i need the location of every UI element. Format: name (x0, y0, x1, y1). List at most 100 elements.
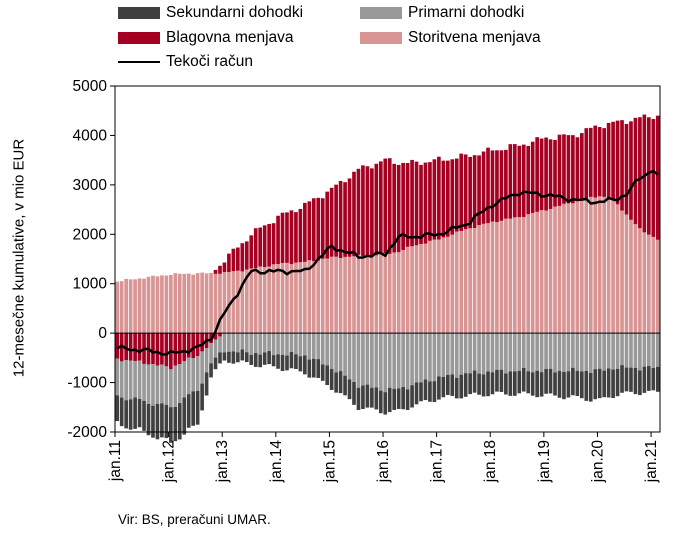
x-tick-label: jan.20 (589, 440, 606, 484)
bar-sekundarni (294, 354, 298, 369)
bar-sekundarni (352, 381, 356, 405)
bar-blagovna (285, 212, 289, 263)
bar-sekundarni (651, 367, 656, 391)
bar-blagovna (597, 127, 602, 197)
bar-blagovna-neg (182, 333, 187, 362)
bar-primarni (490, 333, 495, 373)
bar-blagovna (325, 191, 330, 259)
x-tick-label: jan.16 (375, 440, 392, 483)
bar-storitvena (423, 243, 428, 334)
bar-storitvena (472, 227, 477, 334)
bar-blagovna (392, 163, 397, 253)
bar-primarni (432, 333, 437, 382)
bar-storitvena (655, 239, 660, 334)
bar-storitvena (280, 262, 285, 334)
bar-sekundarni (392, 388, 397, 410)
bar-sekundarni (571, 367, 575, 396)
bar-sekundarni (495, 369, 499, 392)
bar-primarni (244, 333, 249, 353)
bar-sekundarni (445, 374, 450, 396)
x-tick-label: jan.21 (643, 440, 660, 483)
bar-sekundarni (356, 387, 361, 410)
bar-blagovna (579, 133, 584, 201)
bar-storitvena (191, 274, 196, 334)
bar-sekundarni (624, 367, 629, 392)
bar-primarni (606, 333, 611, 369)
bar-storitvena (562, 203, 566, 334)
bar-sekundarni (343, 375, 347, 396)
bar-primarni (352, 333, 356, 382)
bar-sekundarni (401, 387, 405, 410)
legend-item-storitvena: Storitvena menjava (360, 29, 541, 47)
legend-label-blagovna: Blagovna menjava (166, 29, 294, 46)
bar-sekundarni (240, 349, 245, 361)
x-tick-label: jan.19 (536, 440, 553, 483)
bar-sekundarni (606, 368, 611, 398)
bar-storitvena (499, 220, 504, 334)
plot-frame (114, 85, 661, 433)
bar-primarni (512, 333, 517, 372)
bar-primarni (218, 336, 222, 353)
x-tick-label: jan.17 (429, 440, 446, 483)
bar-primarni (655, 333, 660, 367)
bar-sekundarni (508, 371, 513, 396)
bar-blagovna (504, 149, 508, 219)
bar-sekundarni (182, 397, 187, 435)
bar-sekundarni (468, 373, 472, 395)
bar-blagovna (236, 247, 240, 271)
bar-storitvena (329, 256, 334, 334)
bar-primarni (459, 333, 464, 375)
bar-primarni (191, 358, 196, 392)
bar-blagovna-neg (173, 333, 178, 366)
bar-primarni (481, 333, 486, 375)
bar-sekundarni (262, 352, 267, 365)
bar-primarni (495, 333, 499, 370)
bar-primarni (186, 357, 191, 395)
bar-blagovna (517, 145, 522, 218)
bar-storitvena (495, 222, 499, 334)
bar-blagovna-neg (186, 333, 191, 358)
bar-sekundarni (249, 354, 254, 365)
bar-sekundarni (146, 403, 151, 436)
bar-storitvena (294, 262, 298, 334)
bar-sekundarni (387, 387, 392, 413)
bar-primarni (258, 333, 263, 355)
bar-primarni (642, 333, 647, 367)
bar-sekundarni (463, 373, 468, 397)
bar-storitvena (258, 266, 263, 334)
bar-primarni (638, 333, 642, 371)
bar-storitvena (378, 253, 383, 334)
bar-sekundarni (566, 371, 571, 398)
bar-primarni (227, 333, 231, 352)
bar-storitvena (401, 249, 405, 334)
bar-storitvena (356, 254, 361, 334)
bar-blagovna (271, 223, 276, 265)
bar-sekundarni (289, 351, 294, 369)
bar-primarni (450, 333, 455, 375)
bar-blagovna (450, 159, 455, 235)
x-tick-label: jan.11 (107, 440, 124, 482)
bar-blagovna-neg (213, 333, 218, 340)
bar-primarni (584, 333, 589, 371)
x-tick-label: jan.18 (482, 440, 499, 483)
bar-blagovna (383, 158, 388, 254)
bar-primarni (414, 333, 419, 383)
bar-storitvena (343, 256, 347, 334)
legend-line-tekoci (118, 61, 160, 63)
bar-blagovna (329, 187, 334, 257)
bar-storitvena (151, 275, 155, 334)
bar-primarni (151, 364, 155, 406)
bar-blagovna (486, 147, 490, 224)
bar-sekundarni (562, 371, 566, 400)
bar-storitvena (490, 221, 495, 334)
bar-storitvena (463, 229, 468, 334)
bar-primarni (249, 333, 254, 355)
bar-storitvena (352, 256, 356, 334)
bar-storitvena (459, 230, 464, 334)
bar-sekundarni (410, 385, 414, 408)
bar-sekundarni (338, 371, 343, 394)
bar-sekundarni (611, 369, 615, 399)
bar-storitvena (602, 196, 606, 334)
bar-blagovna (347, 178, 352, 257)
bar-blagovna (258, 227, 263, 267)
